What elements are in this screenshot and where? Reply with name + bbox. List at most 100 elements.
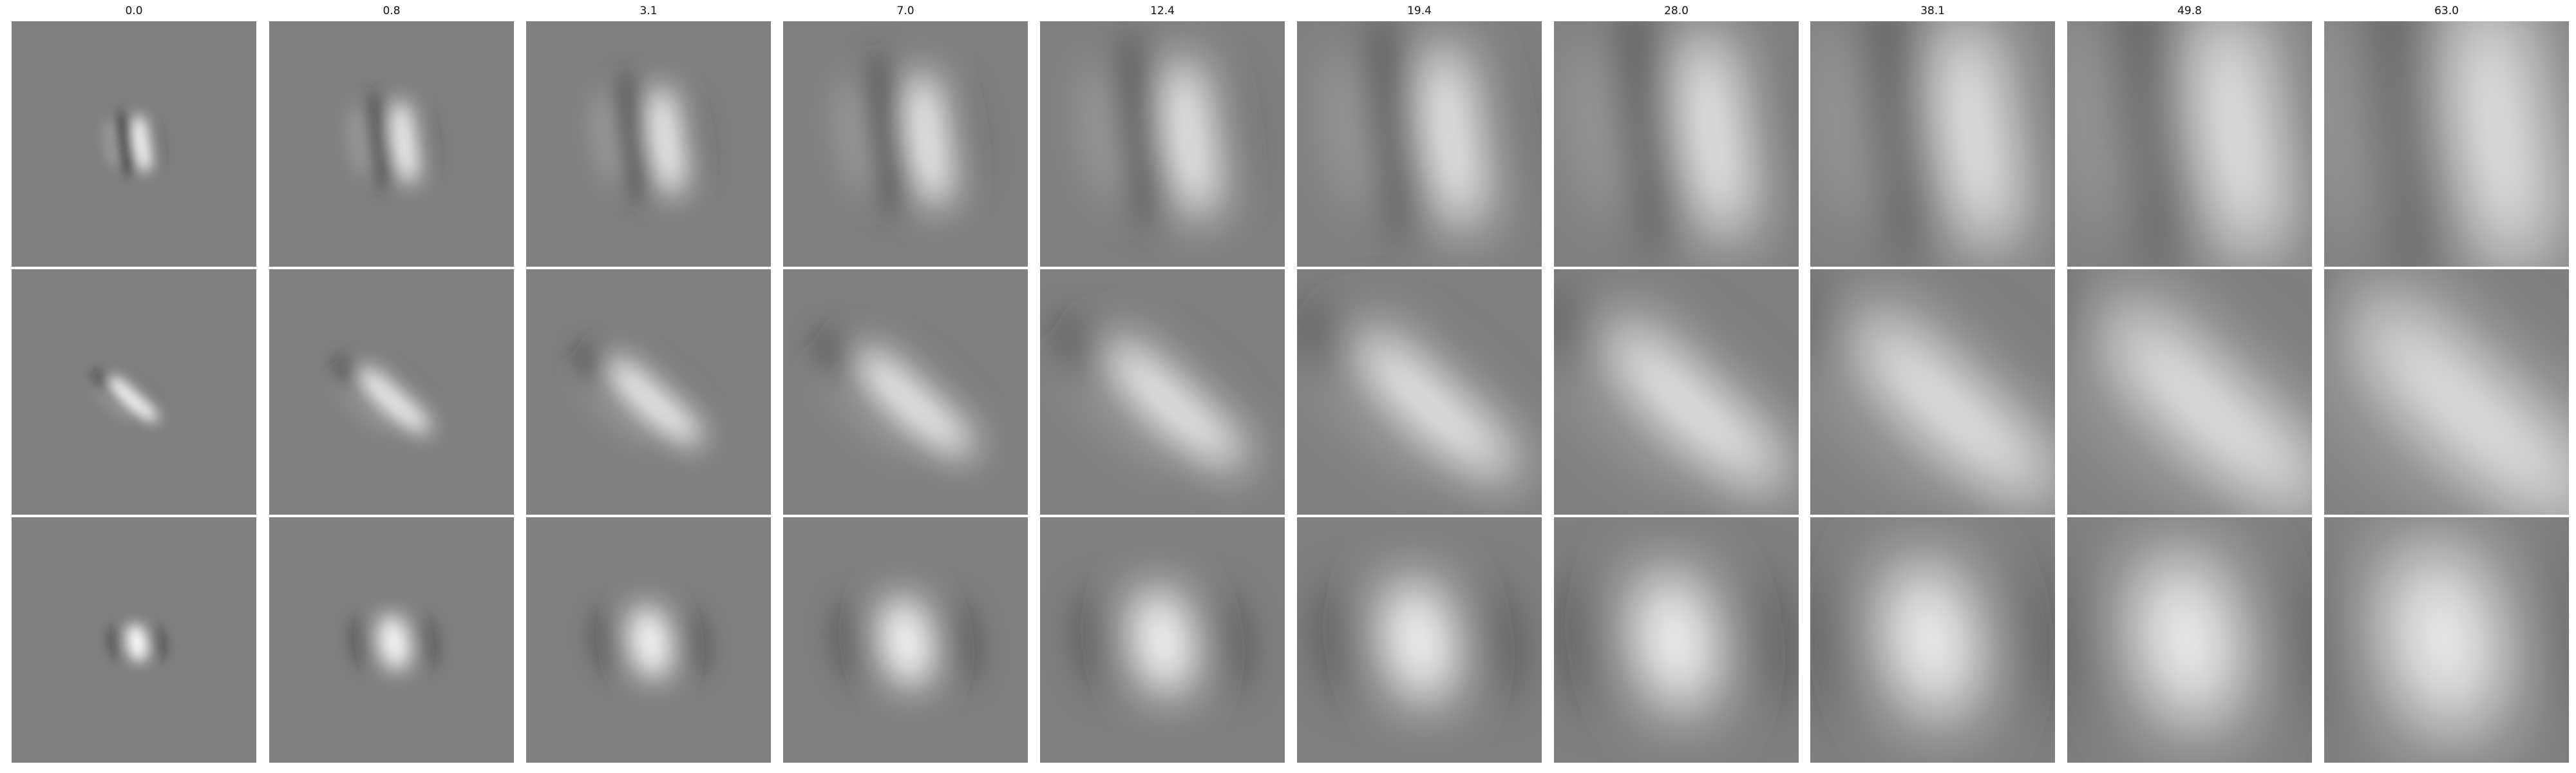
filter-lobe <box>596 91 629 185</box>
filter-lobe <box>1902 303 2055 457</box>
filter-lobe <box>1649 314 1799 450</box>
filter-lobe <box>936 602 973 682</box>
filter-lobe <box>375 365 434 417</box>
filter-lobe <box>2508 553 2569 726</box>
filter-lobe <box>149 626 165 660</box>
filter-lobe <box>2347 293 2569 515</box>
filter-lobe <box>855 348 974 457</box>
filter-image <box>1810 517 2055 763</box>
filter-panel-row-1-col-6 <box>1297 21 1542 267</box>
filter-panel-row-1-col-10 <box>2324 21 2569 267</box>
filter-lobe <box>2387 540 2499 740</box>
filter-panel-row-1-col-1 <box>12 21 256 267</box>
column-title: 0.0 <box>125 5 143 17</box>
filter-panel-row-1-col-7 <box>1554 21 1799 267</box>
filter-lobe <box>95 385 135 422</box>
filter-lobe <box>2324 553 2378 726</box>
column-title: 49.8 <box>2177 5 2202 17</box>
filter-lobe <box>1104 339 1245 469</box>
filter-lobe <box>1139 334 1253 437</box>
filter-lobe <box>629 605 671 680</box>
filter-lobe <box>410 105 435 177</box>
filter-image <box>1040 517 1285 763</box>
filter-panel-row-2-col-8 <box>1810 269 2055 515</box>
filter-lobe <box>2324 339 2481 515</box>
filter-lobe <box>1202 62 1251 202</box>
column-title: 0.8 <box>383 5 401 17</box>
filter-lobe <box>2412 283 2569 470</box>
filter-panel-row-2-col-3 <box>526 269 771 515</box>
column-title: 63.0 <box>2434 5 2459 17</box>
column-title: 7.0 <box>896 5 914 17</box>
filter-lobe <box>1885 558 1977 722</box>
filter-lobe <box>353 618 376 667</box>
filter-lobe <box>1466 48 1522 211</box>
filter-lobe <box>109 626 125 660</box>
filter-image <box>269 21 514 267</box>
filter-image <box>269 517 514 763</box>
filter-panel-row-1-col-4 <box>783 21 1028 267</box>
filter-image <box>1810 269 2055 515</box>
filter-panel-row-3-col-6 <box>1297 517 1542 763</box>
filter-panel-row-2-col-10 <box>2324 269 2569 515</box>
column-title: 28.0 <box>1664 5 1689 17</box>
filter-image <box>2067 517 2312 763</box>
filter-lobe <box>880 596 933 688</box>
filter-lobe <box>1394 323 1526 444</box>
filter-lobe <box>1576 34 1640 219</box>
filter-image <box>1554 21 1799 267</box>
filter-image <box>12 21 256 267</box>
filter-lobe <box>357 367 430 434</box>
filter-image <box>1297 269 1542 515</box>
filter-lobe <box>674 610 704 674</box>
filter-lobe <box>1198 594 1242 689</box>
filter-lobe <box>840 602 876 682</box>
column-title: 38.1 <box>1920 5 1945 17</box>
filter-image <box>1554 269 1799 515</box>
filter-lobe <box>674 91 707 185</box>
filter-lobe <box>1993 21 2055 227</box>
filter-lobe <box>1086 62 1134 202</box>
filter-image <box>783 21 1028 267</box>
filter-panel-row-2-col-5 <box>1040 269 1285 515</box>
filter-lobe <box>1810 350 1960 503</box>
filter-image <box>269 269 514 515</box>
filter-panel-row-3-col-9 <box>2067 517 2312 763</box>
filter-lobe <box>2067 562 2128 719</box>
filter-panel-row-3-col-4 <box>783 517 1028 763</box>
filter-image <box>1810 21 2055 267</box>
filter-image <box>2324 269 2569 515</box>
filter-lobe <box>2257 21 2312 236</box>
filter-lobe <box>1352 330 1517 481</box>
filter-image <box>2067 269 2312 515</box>
filter-lobe <box>378 614 410 671</box>
filter-panel-row-3-col-3 <box>526 517 771 763</box>
filter-lobe <box>1331 48 1387 211</box>
filter-lobe <box>1601 321 1788 492</box>
filter-image <box>1040 21 1285 267</box>
filter-lobe <box>822 370 918 457</box>
filter-lobe <box>1634 568 1716 714</box>
column-title: 19.4 <box>1407 5 1432 17</box>
filter-panel-row-2-col-2 <box>269 269 514 515</box>
filter-panel-row-2-col-9 <box>2067 269 2312 515</box>
filter-panel-row-3-col-1 <box>12 517 256 763</box>
filter-lobe <box>606 358 702 445</box>
filter-lobe <box>885 344 980 430</box>
filter-image <box>1040 269 1285 515</box>
filter-image <box>2324 517 2569 763</box>
filter-lobe <box>840 77 882 194</box>
filter-lobe <box>2157 293 2312 463</box>
filter-lobe <box>1065 365 1178 468</box>
filter-panel-row-3-col-2 <box>269 517 514 763</box>
filter-lobe <box>1307 359 1439 480</box>
filter-lobe <box>1383 577 1455 705</box>
filter-image <box>526 269 771 515</box>
filter-image <box>12 517 256 763</box>
filter-lobe <box>2136 549 2238 731</box>
filter-lobe <box>1461 586 1511 696</box>
filter-panel-row-3-col-7 <box>1554 517 1799 763</box>
filter-lobe <box>351 105 376 177</box>
filter-lobe <box>938 77 979 194</box>
